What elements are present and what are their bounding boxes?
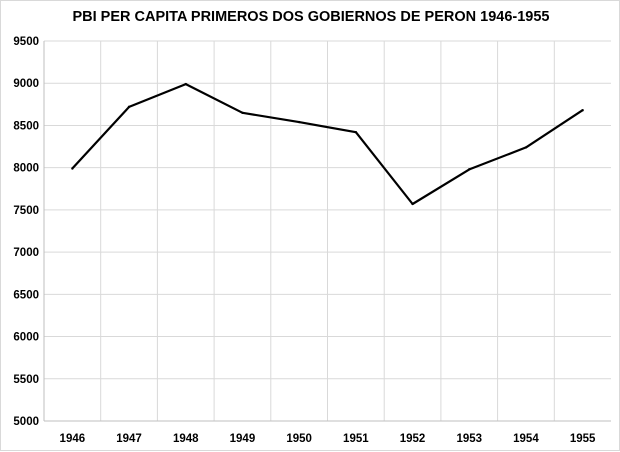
x-tick-label: 1949 (230, 433, 256, 445)
data-point (241, 111, 244, 114)
data-point (581, 109, 584, 112)
x-tick-label: 1955 (570, 433, 596, 445)
y-tick-label: 9000 (13, 78, 39, 90)
data-point (524, 146, 528, 149)
data-point (468, 168, 471, 171)
tick-labels: 5000 5500 6000 6500 7000 7500 8000 8500 9000 9500… (13, 36, 596, 445)
series (71, 82, 584, 206)
series-line (71, 82, 584, 206)
x-tick-label: 1948 (173, 433, 199, 445)
axes (43, 41, 611, 422)
y-tick-label: 6500 (13, 289, 39, 301)
data-point (297, 120, 301, 124)
chart-title: PBI PER CAPITA PRIMEROS DOS GOBIERNOS DE… (72, 9, 550, 25)
x-tick-label: 1946 (60, 433, 86, 445)
y-tick-label: 5000 (13, 416, 39, 428)
y-tick-label: 6000 (13, 332, 39, 344)
x-tick-label: 1947 (116, 433, 142, 445)
y-tick-label: 5500 (13, 374, 39, 386)
y-tick-label: 7000 (13, 247, 39, 259)
y-tick-label: 9500 (13, 36, 39, 48)
data-point (71, 167, 74, 170)
data-point (354, 131, 358, 134)
x-tick-label: 1950 (286, 433, 312, 445)
x-tick-label: 1952 (400, 433, 426, 445)
x-tick-label: 1953 (456, 433, 482, 445)
y-tick-label: 8000 (13, 163, 39, 175)
gridlines (44, 40, 611, 421)
y-tick-label: 7500 (13, 205, 39, 217)
data-point (184, 82, 187, 86)
y-tick-label: 8500 (13, 120, 39, 132)
data-point (127, 105, 131, 109)
x-tick-label: 1951 (343, 433, 369, 445)
x-tick-label: 1954 (513, 433, 539, 445)
data-point (411, 202, 414, 206)
